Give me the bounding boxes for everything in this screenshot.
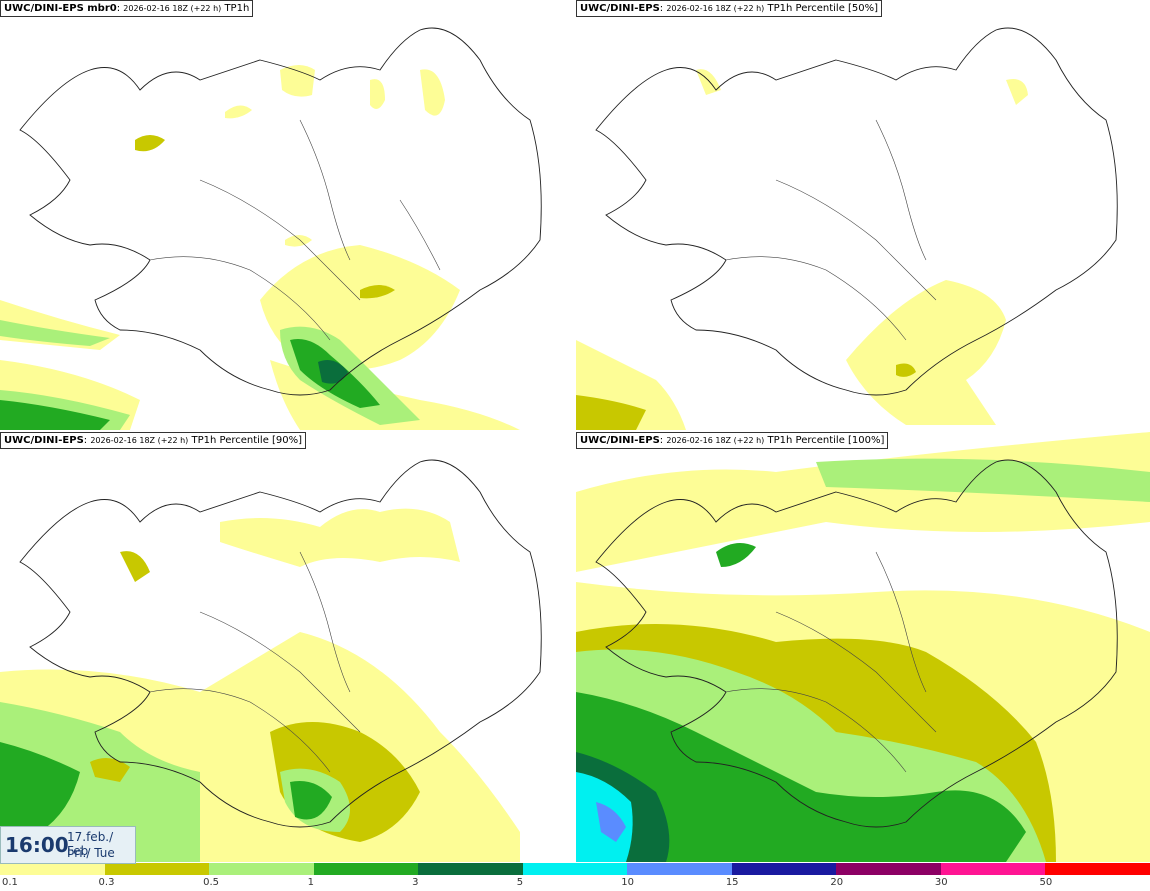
run-time: 2026-02-16 18Z (+22 h) [666, 4, 765, 13]
colorbar-segment [0, 863, 105, 875]
colorbar-segment [104, 863, 210, 875]
colorbar-segment [1045, 863, 1150, 875]
colorbar-label: 0.3 [98, 877, 115, 888]
run-time: 2026-02-16 18Z (+22 h) [666, 436, 765, 445]
colorbar-label: 0.1 [2, 877, 18, 888]
valid-time-box: 16:00 17.feb./ Feb Þri./ Tue [0, 826, 136, 864]
valid-date: 17.feb./ Feb [67, 830, 114, 858]
colorbar-segment [418, 863, 523, 875]
colorbar-label: 20 [830, 877, 844, 888]
precip-map [0, 27, 542, 430]
panel-title: UWC/DINI-EPS mbr0: 2026-02-16 18Z (+22 h… [0, 0, 254, 17]
model-name: UWC/DINI-EPS [580, 3, 660, 14]
precip-map [576, 27, 1118, 430]
colorbar-segment [940, 863, 1046, 875]
colorbar-labels: 0.1 0.3 0.5 1 3 5 10 15 20 30 50 [0, 877, 1150, 889]
field-name: TP1h Percentile [50%] [767, 3, 879, 14]
colorbar-label: 5 [516, 877, 524, 888]
panel-title: UWC/DINI-EPS: 2026-02-16 18Z (+22 h) TP1… [576, 0, 883, 17]
colorbar-label: 10 [621, 877, 634, 888]
colorbar-label: 0.5 [203, 877, 219, 888]
colorbar-label: 15 [725, 877, 739, 888]
precip-map [576, 432, 1150, 862]
colorbar-segment [731, 863, 837, 875]
model-name: UWC/DINI-EPS [580, 435, 660, 446]
colorbar-segment [836, 863, 941, 875]
model-name: UWC/DINI-EPS mbr0 [4, 3, 117, 14]
panel-title: UWC/DINI-EPS: 2026-02-16 18Z (+22 h) TP1… [0, 432, 307, 449]
valid-weekday: Þri./ Tue [67, 846, 115, 860]
run-time: 2026-02-16 18Z (+22 h) [123, 4, 222, 13]
colorbar-segment [209, 863, 314, 875]
colorbar-label: 1 [307, 877, 314, 888]
map-panel-p100: UWC/DINI-EPS: 2026-02-16 18Z (+22 h) TP1… [576, 432, 1150, 862]
colorbar-label: 50 [1039, 877, 1053, 888]
colorbar-label: 30 [934, 877, 948, 888]
model-name: UWC/DINI-EPS [4, 435, 84, 446]
colorbar-segment [313, 863, 419, 875]
field-name: TP1h Percentile [90%] [191, 435, 303, 446]
map-panel-mbr0: UWC/DINI-EPS mbr0: 2026-02-16 18Z (+22 h… [0, 0, 574, 430]
field-name: TP1h [224, 3, 250, 14]
colorbar-segment [522, 863, 628, 875]
colorbar-segment [627, 863, 732, 875]
map-panel-p90: UWC/DINI-EPS: 2026-02-16 18Z (+22 h) TP1… [0, 432, 574, 862]
map-panel-p50: UWC/DINI-EPS: 2026-02-16 18Z (+22 h) TP1… [576, 0, 1150, 430]
precip-map [0, 459, 542, 862]
panel-title: UWC/DINI-EPS: 2026-02-16 18Z (+22 h) TP1… [576, 432, 889, 449]
valid-time: 16:00 [5, 833, 69, 857]
colorbar [0, 863, 1150, 875]
colorbar-label: 3 [412, 877, 419, 888]
field-name: TP1h Percentile [100%] [767, 435, 885, 446]
run-time: 2026-02-16 18Z (+22 h) [90, 436, 189, 445]
